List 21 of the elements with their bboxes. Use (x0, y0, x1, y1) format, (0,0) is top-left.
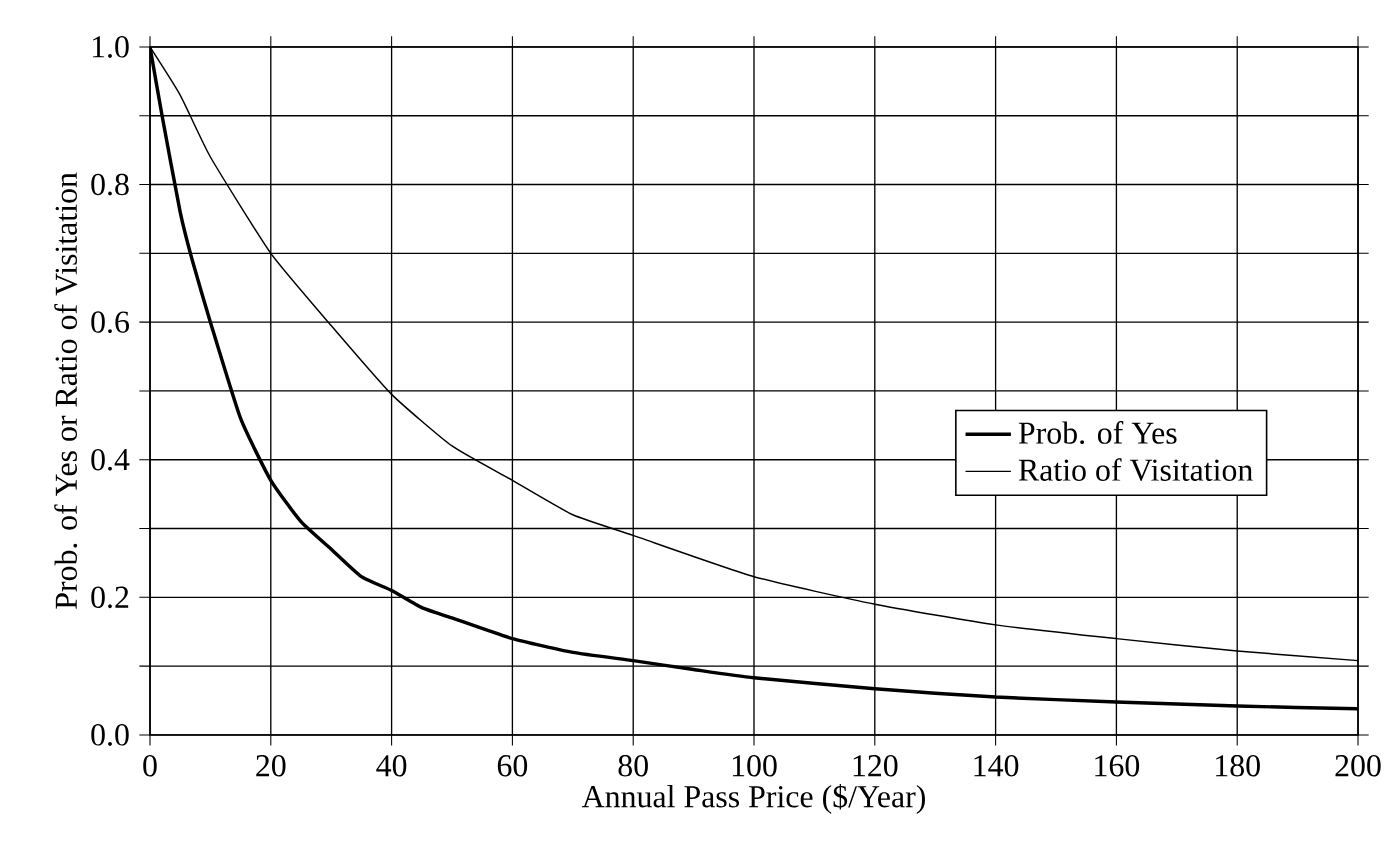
x-tick-label: 40 (376, 754, 407, 777)
x-tick-label: 140 (974, 754, 1019, 777)
y-tick-label: 0.4 (91, 448, 130, 471)
x-tick-label: 200 (1335, 754, 1381, 777)
y-tick-label: 0.6 (91, 311, 130, 333)
y-tick-label: 0.8 (91, 173, 129, 196)
x-tick-label: 160 (1095, 754, 1140, 777)
x-tick-label: 80 (618, 754, 648, 777)
legend-label: Prob. of Yes (1018, 421, 1177, 445)
x-tick-label: 20 (256, 754, 286, 777)
x-tick-label: 100 (732, 754, 777, 777)
y-tick-label: 0.0 (91, 724, 129, 746)
y-tick-label: 1.0 (92, 36, 129, 58)
x-tick-label: 60 (497, 754, 528, 777)
legend-label: Ratio of Visitation (1018, 458, 1253, 482)
y-axis-title: Prob. of Yes or Ratio of Visitation (54, 172, 78, 609)
x-tick-label: 120 (853, 754, 898, 777)
y-tick-label: 0.2 (91, 586, 129, 609)
x-axis-title: Annual Pass Price ($/Year) (581, 784, 925, 814)
x-tick-label: 0 (143, 754, 157, 777)
x-tick-label: 180 (1216, 754, 1260, 777)
